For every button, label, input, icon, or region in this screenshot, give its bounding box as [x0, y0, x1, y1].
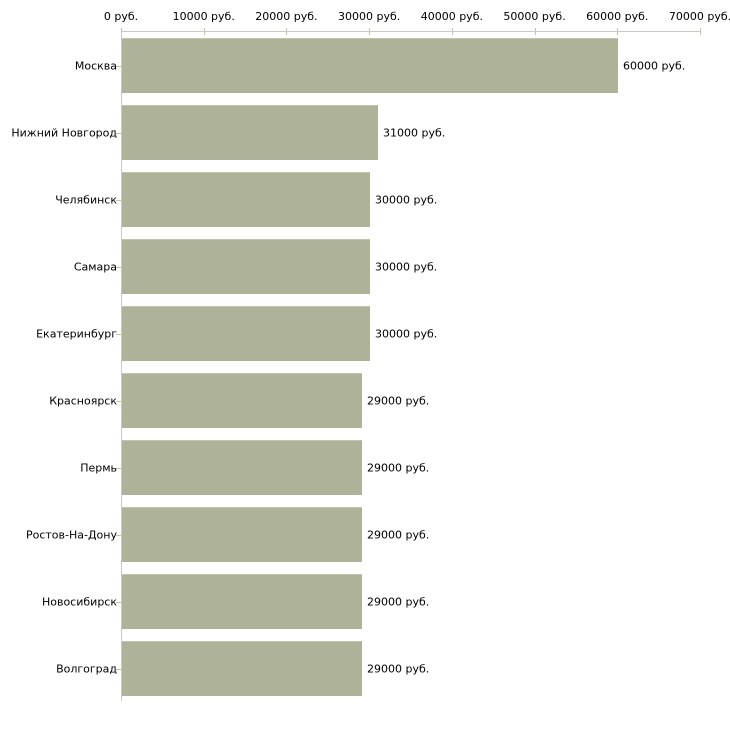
- category-label: Новосибирск: [41, 595, 117, 608]
- category-tick-mark: [116, 602, 121, 603]
- x-axis-tick-label: 30000 руб.: [338, 10, 401, 23]
- bar: [122, 507, 362, 562]
- category-label: Самара: [73, 260, 117, 273]
- category-tick-mark: [116, 468, 121, 469]
- bar: [122, 306, 370, 361]
- category-label: Пермь: [80, 461, 117, 474]
- category-tick-mark: [116, 267, 121, 268]
- bar: [122, 239, 370, 294]
- category-tick-mark: [116, 535, 121, 536]
- bar: [122, 440, 362, 495]
- value-label: 29000 руб.: [367, 662, 430, 675]
- category-label: Красноярск: [49, 394, 117, 407]
- category-tick-mark: [116, 133, 121, 134]
- x-axis-tick-label: 70000 руб.: [668, 10, 730, 23]
- value-label: 60000 руб.: [623, 59, 686, 72]
- value-label: 30000 руб.: [375, 327, 438, 340]
- bar: [122, 373, 362, 428]
- value-label: 29000 руб.: [367, 528, 430, 541]
- category-tick-mark: [116, 334, 121, 335]
- value-label: 30000 руб.: [375, 193, 438, 206]
- y-axis-line: [121, 31, 122, 701]
- value-label: 29000 руб.: [367, 394, 430, 407]
- bar: [122, 574, 362, 629]
- x-axis-tick-label: 10000 руб.: [172, 10, 235, 23]
- category-tick-mark: [116, 66, 121, 67]
- category-tick-mark: [116, 200, 121, 201]
- bar: [122, 172, 370, 227]
- category-tick-mark: [116, 669, 121, 670]
- category-label: Волгоград: [56, 662, 117, 675]
- bar: [122, 641, 362, 696]
- bar: [122, 38, 618, 93]
- category-label: Челябинск: [55, 193, 117, 206]
- category-label: Ростов-На-Дону: [25, 528, 117, 541]
- value-label: 31000 руб.: [383, 126, 446, 139]
- value-label: 30000 руб.: [375, 260, 438, 273]
- value-label: 29000 руб.: [367, 461, 430, 474]
- x-axis-tick-label: 60000 руб.: [586, 10, 649, 23]
- x-axis-tick-label: 20000 руб.: [255, 10, 318, 23]
- category-tick-mark: [116, 401, 121, 402]
- category-label: Нижний Новгород: [11, 126, 117, 139]
- bar: [122, 105, 378, 160]
- x-axis-tick-label: 50000 руб.: [503, 10, 566, 23]
- x-axis-tick-label: 40000 руб.: [420, 10, 483, 23]
- category-label: Екатеринбург: [36, 327, 117, 340]
- x-axis-tick-label: 0 руб.: [103, 10, 139, 23]
- x-axis-line: [121, 31, 701, 32]
- category-label: Москва: [74, 59, 117, 72]
- value-label: 29000 руб.: [367, 595, 430, 608]
